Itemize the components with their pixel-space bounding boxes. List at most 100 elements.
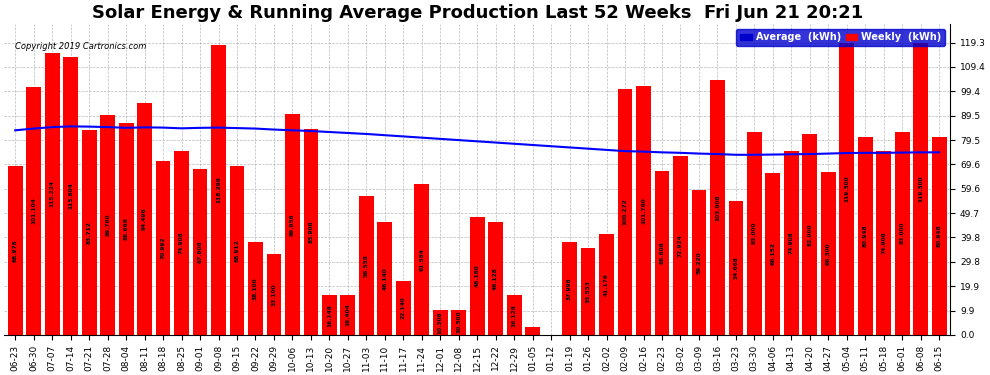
Text: 66.300: 66.300 bbox=[826, 242, 831, 265]
Bar bbox=[451, 310, 466, 335]
Bar bbox=[932, 136, 946, 335]
Bar bbox=[673, 156, 688, 335]
Text: 113.604: 113.604 bbox=[68, 182, 73, 209]
Bar bbox=[581, 248, 595, 335]
Text: 83.712: 83.712 bbox=[87, 221, 92, 244]
Bar bbox=[415, 184, 429, 335]
Text: 16.404: 16.404 bbox=[346, 303, 350, 326]
Bar bbox=[507, 296, 522, 335]
Text: 119.300: 119.300 bbox=[844, 176, 849, 202]
Bar bbox=[488, 222, 503, 335]
Bar bbox=[599, 234, 614, 335]
Text: 68.976: 68.976 bbox=[13, 239, 18, 262]
Text: 86.668: 86.668 bbox=[124, 217, 129, 240]
Text: 101.780: 101.780 bbox=[641, 197, 646, 223]
Bar bbox=[193, 169, 208, 335]
Bar bbox=[803, 134, 817, 335]
Text: 83.000: 83.000 bbox=[900, 222, 905, 245]
Text: 67.808: 67.808 bbox=[198, 240, 203, 263]
Text: 59.220: 59.220 bbox=[696, 251, 702, 274]
Text: 10.300: 10.300 bbox=[456, 311, 461, 333]
Bar bbox=[470, 217, 484, 335]
Text: 74.908: 74.908 bbox=[881, 232, 886, 254]
Text: 94.496: 94.496 bbox=[143, 208, 148, 230]
Bar bbox=[100, 115, 115, 335]
Bar bbox=[230, 166, 245, 335]
Text: Copyright 2019 Cartronics.com: Copyright 2019 Cartronics.com bbox=[15, 42, 147, 51]
Text: 35.553: 35.553 bbox=[585, 280, 591, 303]
Bar bbox=[304, 129, 319, 335]
Text: 119.300: 119.300 bbox=[918, 176, 923, 202]
Text: 22.140: 22.140 bbox=[401, 296, 406, 319]
Text: 66.808: 66.808 bbox=[659, 242, 664, 264]
Legend: Average  (kWh), Weekly  (kWh): Average (kWh), Weekly (kWh) bbox=[737, 28, 945, 46]
Text: 70.992: 70.992 bbox=[160, 237, 165, 259]
Bar bbox=[82, 130, 97, 335]
Text: 83.908: 83.908 bbox=[309, 221, 314, 243]
Bar bbox=[119, 123, 134, 335]
Text: 37.996: 37.996 bbox=[567, 277, 572, 300]
Bar bbox=[377, 222, 392, 335]
Text: 61.584: 61.584 bbox=[420, 248, 425, 271]
Text: 118.296: 118.296 bbox=[216, 177, 221, 203]
Text: 54.668: 54.668 bbox=[734, 256, 739, 279]
Text: 72.924: 72.924 bbox=[678, 234, 683, 257]
Bar bbox=[248, 242, 263, 335]
Text: 33.100: 33.100 bbox=[271, 283, 276, 306]
Text: 16.128: 16.128 bbox=[512, 304, 517, 327]
Bar bbox=[266, 254, 281, 335]
Bar bbox=[710, 80, 725, 335]
Text: 10.308: 10.308 bbox=[438, 311, 443, 333]
Text: 83.000: 83.000 bbox=[751, 222, 757, 245]
Bar bbox=[45, 53, 59, 335]
Bar bbox=[359, 196, 374, 335]
Bar bbox=[692, 190, 706, 335]
Bar bbox=[155, 161, 170, 335]
Text: 41.176: 41.176 bbox=[604, 273, 609, 296]
Bar bbox=[618, 89, 633, 335]
Bar bbox=[858, 136, 872, 335]
Bar bbox=[8, 166, 23, 335]
Bar bbox=[526, 327, 540, 335]
Bar bbox=[876, 152, 891, 335]
Text: 80.948: 80.948 bbox=[862, 224, 868, 247]
Bar bbox=[821, 172, 836, 335]
Text: 89.760: 89.760 bbox=[105, 214, 110, 236]
Bar bbox=[747, 132, 761, 335]
Bar bbox=[396, 280, 411, 335]
Bar bbox=[729, 201, 743, 335]
Text: 16.148: 16.148 bbox=[327, 304, 332, 327]
Bar bbox=[433, 310, 447, 335]
Bar bbox=[27, 87, 42, 335]
Text: 74.908: 74.908 bbox=[179, 232, 184, 254]
Text: 56.558: 56.558 bbox=[364, 254, 369, 277]
Bar bbox=[285, 114, 300, 335]
Bar bbox=[341, 295, 355, 335]
Text: 48.160: 48.160 bbox=[474, 264, 480, 287]
Text: 74.908: 74.908 bbox=[789, 232, 794, 254]
Text: 66.152: 66.152 bbox=[770, 242, 775, 265]
Bar bbox=[637, 86, 650, 335]
Text: 80.948: 80.948 bbox=[937, 224, 941, 247]
Bar bbox=[138, 104, 152, 335]
Bar bbox=[562, 242, 577, 335]
Text: 103.908: 103.908 bbox=[715, 194, 720, 221]
Text: 100.272: 100.272 bbox=[623, 199, 628, 225]
Bar bbox=[322, 295, 337, 335]
Title: Solar Energy & Running Average Production Last 52 Weeks  Fri Jun 21 20:21: Solar Energy & Running Average Productio… bbox=[92, 4, 863, 22]
Text: 68.912: 68.912 bbox=[235, 239, 240, 262]
Text: 46.140: 46.140 bbox=[382, 267, 387, 290]
Bar bbox=[654, 171, 669, 335]
Text: 46.128: 46.128 bbox=[493, 267, 498, 290]
Text: 82.000: 82.000 bbox=[807, 223, 813, 246]
Bar bbox=[784, 152, 799, 335]
Bar bbox=[895, 132, 910, 335]
Bar bbox=[765, 173, 780, 335]
Bar bbox=[174, 152, 189, 335]
Text: 38.100: 38.100 bbox=[253, 277, 258, 300]
Bar bbox=[840, 43, 854, 335]
Bar bbox=[211, 45, 226, 335]
Text: 115.224: 115.224 bbox=[50, 180, 54, 207]
Bar bbox=[914, 43, 928, 335]
Text: 89.956: 89.956 bbox=[290, 213, 295, 236]
